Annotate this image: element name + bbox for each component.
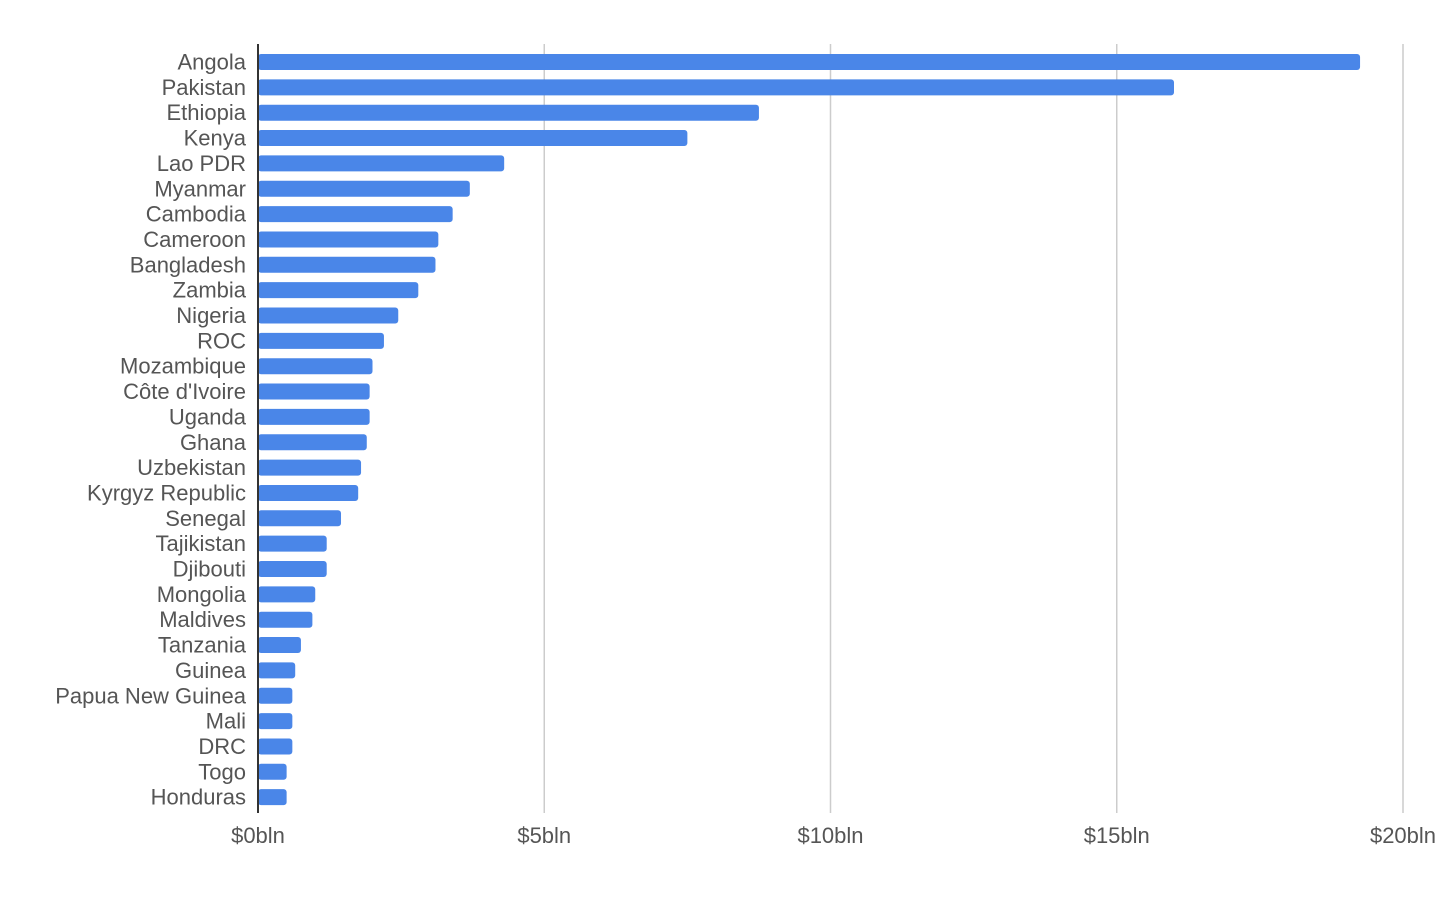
x-tick-label: $15bln bbox=[1084, 823, 1150, 848]
bar bbox=[258, 484, 359, 501]
bar bbox=[258, 789, 287, 806]
bar bbox=[258, 611, 313, 628]
bar bbox=[258, 561, 327, 577]
category-label: Cameroon bbox=[143, 227, 246, 252]
bar bbox=[258, 408, 370, 425]
category-label: Maldives bbox=[159, 607, 246, 632]
category-label: Lao PDR bbox=[157, 151, 246, 176]
bar bbox=[258, 256, 436, 273]
category-label: Ethiopia bbox=[166, 100, 246, 125]
bar bbox=[258, 713, 293, 730]
category-label: Tanzania bbox=[158, 633, 247, 658]
category-label: ROC bbox=[197, 328, 246, 353]
grid-lines bbox=[543, 44, 1404, 813]
x-tick-label: $0bln bbox=[231, 823, 285, 848]
bar bbox=[258, 79, 1174, 96]
bar bbox=[258, 54, 1361, 70]
category-label: Bangladesh bbox=[130, 252, 246, 277]
category-label: Tajikistan bbox=[156, 531, 246, 556]
bar bbox=[258, 662, 296, 679]
category-label: Mozambique bbox=[120, 354, 246, 379]
category-label: Nigeria bbox=[176, 303, 246, 328]
category-label: Honduras bbox=[151, 785, 246, 810]
bar bbox=[258, 459, 362, 476]
bar bbox=[258, 358, 373, 375]
x-tick-label: $10bln bbox=[797, 823, 863, 848]
category-label: Myanmar bbox=[154, 176, 246, 201]
bar bbox=[258, 206, 453, 223]
bar bbox=[258, 180, 470, 197]
bar bbox=[258, 637, 301, 654]
category-label: Mali bbox=[206, 709, 246, 734]
bar bbox=[258, 763, 287, 780]
bar bbox=[258, 586, 316, 603]
category-label: Pakistan bbox=[162, 75, 246, 100]
bar bbox=[258, 434, 367, 451]
bar bbox=[258, 535, 327, 552]
category-label: Uganda bbox=[169, 404, 247, 429]
category-label: Cambodia bbox=[146, 202, 247, 227]
category-label: DRC bbox=[198, 734, 246, 759]
category-label: Kenya bbox=[184, 126, 247, 151]
bar bbox=[258, 307, 399, 324]
bars bbox=[258, 54, 1361, 806]
bar bbox=[258, 687, 293, 704]
category-label: Mongolia bbox=[157, 582, 247, 607]
x-tick-label: $20bln bbox=[1370, 823, 1436, 848]
bar bbox=[258, 383, 370, 400]
bar bbox=[258, 510, 342, 527]
bar bbox=[258, 130, 688, 147]
x-tick-labels: $0bln $5bln $10bln $15bln $20bln bbox=[231, 823, 1436, 848]
category-label: Uzbekistan bbox=[137, 455, 246, 480]
category-label: Zambia bbox=[173, 278, 247, 303]
bar bbox=[258, 231, 439, 248]
bar bbox=[258, 282, 419, 299]
bar bbox=[258, 155, 505, 172]
bar bbox=[258, 332, 384, 349]
category-label: Ghana bbox=[180, 430, 247, 455]
category-label: Kyrgyz Republic bbox=[87, 480, 246, 505]
category-label: Senegal bbox=[165, 506, 246, 531]
category-label: Angola bbox=[177, 50, 246, 75]
category-label: Papua New Guinea bbox=[55, 683, 247, 708]
category-label: Guinea bbox=[175, 658, 247, 683]
bar bbox=[258, 104, 759, 121]
x-tick-label: $5bln bbox=[517, 823, 571, 848]
category-label: Côte d'Ivoire bbox=[123, 379, 246, 404]
category-label: Togo bbox=[198, 759, 246, 784]
category-label: Djibouti bbox=[173, 557, 246, 582]
bar bbox=[258, 738, 293, 755]
